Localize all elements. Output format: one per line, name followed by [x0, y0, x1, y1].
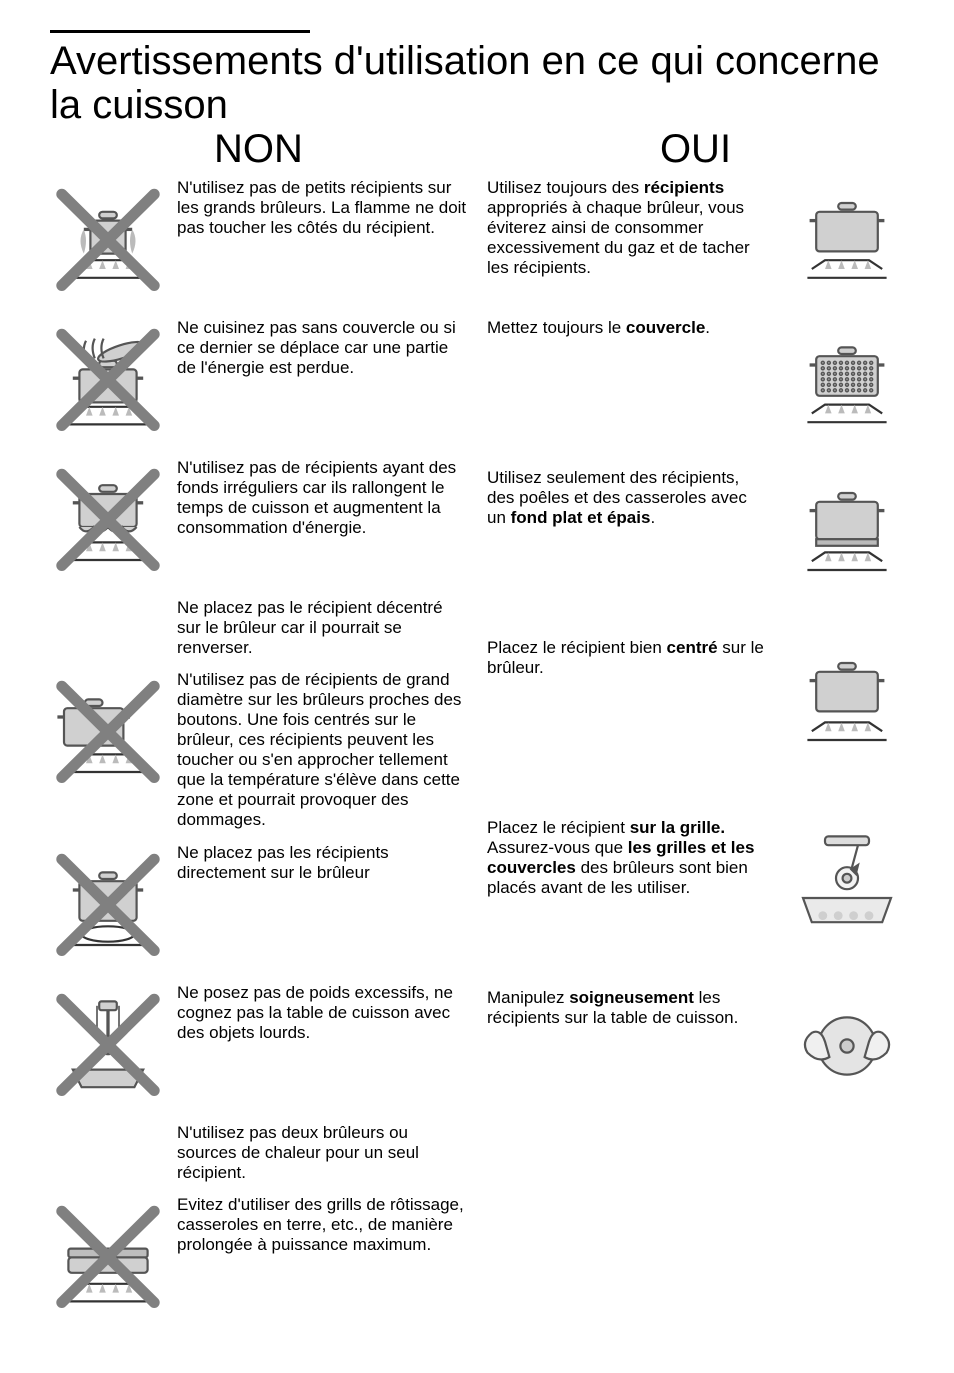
- illustration: [53, 841, 163, 961]
- pot-off-center-icon: [50, 668, 165, 798]
- page-title: Avertissements d'utilisation en ce qui c…: [50, 39, 904, 127]
- no-text: Ne placez pas les récipients directement…: [177, 841, 467, 971]
- column-no: NON N'utilisez pas de petits récipients …: [50, 127, 467, 1333]
- cooktop-grate-placement-icon: [789, 816, 904, 946]
- illustration: [792, 986, 902, 1106]
- pot-lid-off-steam-icon: [50, 316, 165, 446]
- illustration: [53, 316, 163, 436]
- no-text: N'utilisez pas de petits récipients sur …: [177, 176, 467, 306]
- no-row: Evitez d'utiliser des grills de rôtissag…: [50, 1193, 467, 1323]
- pot-small-on-large-burner-icon: [50, 176, 165, 306]
- illustration: [792, 816, 902, 936]
- no-text: Ne placez pas le récipient décentré sur …: [177, 596, 467, 658]
- no-text: Ne posez pas de poids excessifs, ne cogn…: [177, 981, 467, 1111]
- no-row: N'utilisez pas deux brûleurs ou sources …: [50, 1121, 467, 1183]
- yes-row: Utilisez seulement des récipients, des p…: [487, 466, 904, 626]
- illustration: [53, 456, 163, 576]
- illustration: [53, 668, 163, 788]
- hammer-on-cooktop-icon: [50, 981, 165, 1111]
- yes-list: Utilisez toujours des récipients appropr…: [487, 176, 904, 1156]
- pot-with-lid-on-icon: [789, 316, 904, 446]
- top-rule: [50, 30, 310, 33]
- illustration: [792, 466, 902, 586]
- no-row: Ne cuisinez pas sans couvercle ou si ce …: [50, 316, 467, 446]
- no-row: Ne posez pas de poids excessifs, ne cogn…: [50, 981, 467, 1111]
- no-text: N'utilisez pas de récipients ayant des f…: [177, 456, 467, 586]
- illustration: [53, 1193, 163, 1313]
- illustration: [53, 981, 163, 1101]
- illustration: [792, 316, 902, 436]
- pot-irregular-bottom-icon: [50, 456, 165, 586]
- no-row: Ne placez pas les récipients directement…: [50, 841, 467, 971]
- yes-row: Placez le récipient bien centré sur le b…: [487, 636, 904, 806]
- pot-flat-bottom-icon: [789, 466, 904, 596]
- hands-lifting-pot-icon: [789, 986, 904, 1116]
- yes-row: Manipulez soigneusement les récipients s…: [487, 986, 904, 1146]
- yes-row: Utilisez toujours des récipients appropr…: [487, 176, 904, 306]
- illustration: [792, 176, 902, 296]
- pot-centered-icon: [789, 636, 904, 766]
- no-row: Ne placez pas le récipient décentré sur …: [50, 596, 467, 658]
- column-yes: OUI Utilisez toujours des récipients app…: [487, 127, 904, 1333]
- no-list: N'utilisez pas de petits récipients sur …: [50, 176, 467, 1333]
- yes-text: Utilisez toujours des récipients appropr…: [487, 176, 777, 278]
- grill-pan-on-burner-icon: [50, 1193, 165, 1323]
- no-text: Ne cuisinez pas sans couvercle ou si ce …: [177, 316, 467, 446]
- yes-text: Placez le récipient sur la grille. Assur…: [487, 816, 777, 898]
- yes-text: Mettez toujours le couvercle.: [487, 316, 777, 338]
- pot-directly-on-burner-icon: [50, 841, 165, 971]
- no-row: N'utilisez pas de petits récipients sur …: [50, 176, 467, 306]
- yes-text: Manipulez soigneusement les récipients s…: [487, 986, 777, 1028]
- yes-text: Placez le récipient bien centré sur le b…: [487, 636, 777, 678]
- yes-row: Mettez toujours le couvercle.: [487, 316, 904, 456]
- no-row: N'utilisez pas de récipients ayant des f…: [50, 456, 467, 586]
- illustration: [53, 176, 163, 296]
- no-row: N'utilisez pas de récipients de grand di…: [50, 668, 467, 830]
- yes-text: Utilisez seulement des récipients, des p…: [487, 466, 777, 528]
- columns: NON N'utilisez pas de petits récipients …: [50, 127, 904, 1333]
- column-yes-header: OUI: [487, 127, 904, 172]
- no-text: N'utilisez pas de récipients de grand di…: [177, 668, 467, 830]
- no-text: Evitez d'utiliser des grills de rôtissag…: [177, 1193, 467, 1323]
- no-text: N'utilisez pas deux brûleurs ou sources …: [177, 1121, 467, 1183]
- column-no-header: NON: [50, 127, 467, 172]
- pot-correct-size-icon: [789, 176, 904, 306]
- yes-row: Placez le récipient sur la grille. Assur…: [487, 816, 904, 976]
- illustration: [792, 636, 902, 756]
